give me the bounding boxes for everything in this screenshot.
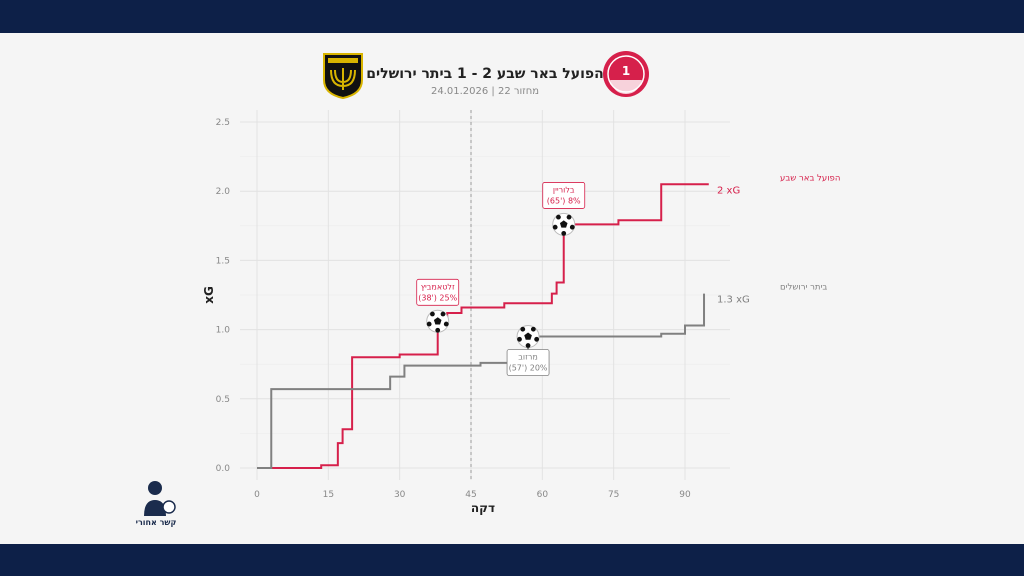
hapoel-beer-sheva-crest-icon: 1: [603, 51, 649, 97]
y-tick-label: 2.0: [216, 187, 231, 197]
bearded-man-with-ball-icon: [144, 481, 176, 516]
y-tick-label: 0.0: [216, 464, 231, 474]
series-total-label: 2 xG: [717, 185, 740, 196]
match-subtitle: מחזור 22 | 24.01.2026: [430, 86, 540, 97]
ball-patch: [435, 327, 441, 333]
y-tick-label: 1.5: [216, 256, 230, 266]
ball-patch: [525, 343, 531, 348]
ball-patch: [426, 321, 432, 327]
goal-annotation-box: [416, 278, 460, 306]
ball-patch: [561, 231, 567, 236]
football-icon: [552, 212, 576, 236]
xg-line-home: [257, 183, 709, 469]
series-name-label: הפועל באר שבע: [780, 173, 840, 183]
bottom-band: [0, 544, 1024, 576]
x-tick-label: 90: [679, 490, 691, 500]
y-tick-label: 0.5: [216, 395, 230, 405]
goal-scorer-label: מרזוב: [518, 353, 538, 362]
ball-patch: [517, 336, 522, 342]
ball-patch: [520, 326, 526, 332]
x-tick-label: 60: [537, 490, 549, 500]
ball-patch: [530, 326, 536, 332]
x-tick-label: 45: [465, 490, 476, 500]
ball-patch: [440, 311, 446, 317]
y-tick-label: 1.0: [216, 326, 231, 336]
svg-text:1: 1: [622, 64, 630, 78]
x-tick-label: 75: [608, 490, 619, 500]
series-total-label: 1.3 xG: [717, 295, 750, 306]
ball-patch: [430, 311, 435, 317]
y-tick-label: 2.5: [216, 118, 230, 128]
goal-detail-label: (57') 20%: [509, 364, 548, 373]
ball-patch: [433, 317, 442, 325]
goal-scorer-label: בלוריין: [553, 185, 575, 194]
series-name-label: ביתר ירושלים: [780, 283, 827, 293]
ball-patch: [552, 224, 558, 230]
goal-detail-label: (65') 8%: [547, 196, 581, 205]
ball-patch: [524, 332, 532, 340]
x-tick-label: 0: [254, 490, 260, 500]
x-tick-label: 30: [394, 490, 406, 500]
y-axis-label: xG: [202, 286, 216, 304]
goal-detail-label: (38') 25%: [418, 293, 457, 302]
goal-scorer-label: זלטאמביץ: [421, 282, 455, 291]
ball-patch: [566, 214, 572, 220]
top-band: [0, 0, 1024, 33]
match-title: הפועל באר שבע 2 - 1 ביתר ירושלים: [366, 66, 604, 82]
brand-label: קשר אחורי: [135, 518, 177, 527]
ball-patch: [534, 336, 540, 342]
ball-patch: [556, 214, 561, 220]
ball-patch: [559, 220, 568, 228]
football-icon: [426, 309, 450, 333]
beitar-jerusalem-crest-icon: [323, 53, 363, 100]
xg-line-away: [257, 293, 706, 469]
football-icon: [516, 325, 540, 349]
goal-annotation-box: [506, 349, 550, 376]
ball-patch: [569, 224, 575, 230]
x-axis-label: דקה: [471, 501, 495, 515]
x-tick-label: 15: [323, 490, 334, 500]
ball-patch: [443, 321, 449, 327]
goal-annotation-box: [542, 182, 586, 209]
